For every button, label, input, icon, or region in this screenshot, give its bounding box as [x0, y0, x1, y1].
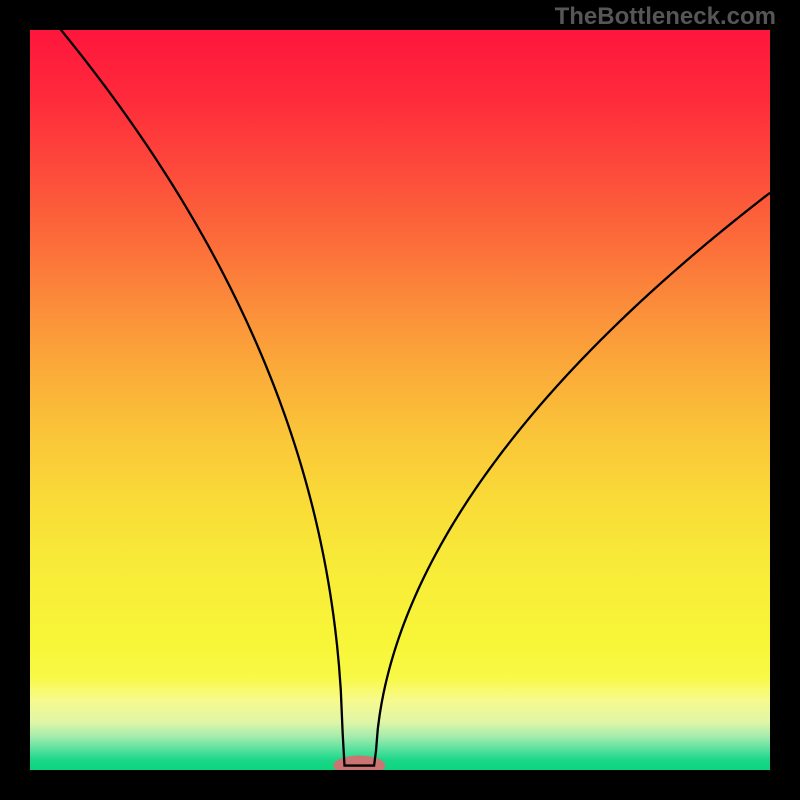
frame-bottom [0, 770, 800, 800]
plot-area [30, 30, 770, 770]
watermark-text: TheBottleneck.com [555, 3, 776, 31]
plot-svg [30, 30, 770, 770]
frame-right [770, 0, 800, 800]
heatmap-background [30, 30, 770, 770]
frame-left [0, 0, 30, 800]
